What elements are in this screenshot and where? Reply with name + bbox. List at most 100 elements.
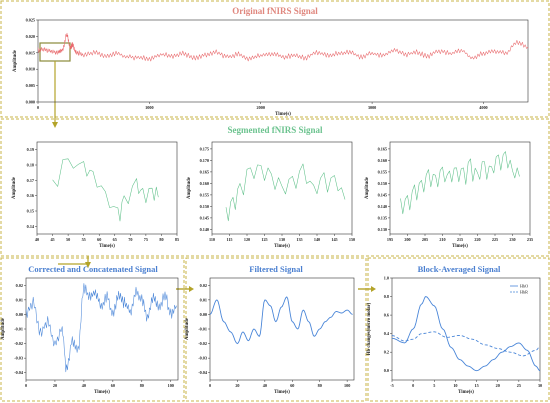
chart-seg2: 110 115 120 125 130 135 140 145 150 0.140 0.145 0.1… <box>187 141 355 249</box>
panel-filtered-border <box>185 257 367 402</box>
xtick-label: 15 <box>474 383 478 388</box>
ytick-label: 0.020 <box>26 34 35 39</box>
xtick-label: 1000 <box>145 105 153 110</box>
xlabel-original: Time(s) <box>275 112 291 117</box>
ytick-label: 0.170 <box>200 158 209 163</box>
xtick-label: 215 <box>457 237 463 242</box>
plot-area-original <box>37 19 529 103</box>
ytick-label: 0.15 <box>27 209 34 214</box>
ytick-label: 1.0 <box>384 276 389 281</box>
xtick-label: 4000 <box>479 105 487 110</box>
xtick-label: 130 <box>279 237 285 242</box>
ytick-label: 0.135 <box>378 215 387 220</box>
panel-segmented-border <box>0 118 550 257</box>
ytick-label: 0.140 <box>200 227 209 232</box>
title-segmented: Segmented fNIRS Signal <box>227 125 323 135</box>
xtick-label: 0 <box>209 383 211 388</box>
series-line-block-hbo <box>391 296 541 372</box>
xtick-label: 205 <box>422 237 428 242</box>
ytick-label: -0.01 <box>14 327 23 332</box>
xlabel-seg2: Time(s) <box>274 244 290 249</box>
panel-original-border <box>0 0 550 118</box>
ytick-label: 0.01 <box>200 297 207 302</box>
legend-label-hbo: HbO <box>520 284 528 289</box>
connector-line-2 <box>58 256 89 265</box>
ytick-label: 0.005 <box>26 83 35 88</box>
xtick-label: 20 <box>496 383 500 388</box>
xtick-label: 100 <box>344 383 350 388</box>
chart-block: -5 0 5 10 15 20 25 30 0.0 0.2 0.4 0.6 0.8 1.0 Time(s) H… <box>367 276 542 396</box>
plot-area-seg3 <box>389 141 531 235</box>
xtick-label: 50 <box>66 237 70 242</box>
charts-layer: 0 1000 2000 3000 40000.0000.0050.0100.0150.0… <box>1 18 542 396</box>
arrow-corrected-to-filtered-head <box>189 286 194 292</box>
ytick-label: 0.18 <box>27 163 34 168</box>
connector-arrowhead-2 <box>85 262 91 268</box>
ytick-label: 0.19 <box>27 147 34 152</box>
xlabel-seg1: Time(s) <box>99 244 115 249</box>
ytick-label: 0.145 <box>200 215 209 220</box>
ytick-label: 0.0 <box>384 368 389 373</box>
chart-corrected: 0 20 40 60 80 100 -0.04 -0.03 -0.02 -0.01 0.00 0.01… <box>1 277 179 395</box>
xtick-label: 210 <box>439 237 445 242</box>
ytick-label: 0.01 <box>16 297 23 302</box>
xtick-label: 65 <box>113 237 117 242</box>
ylabel-filtered: Amplitude <box>185 318 190 340</box>
series-line-block-hbr <box>391 331 541 357</box>
series-line-filtered <box>209 296 353 345</box>
xtick-label: 3000 <box>368 105 376 110</box>
xlabel-seg3: Time(s) <box>452 244 468 249</box>
ytick-label: 0.140 <box>378 204 387 209</box>
ytick-label: 0.02 <box>16 283 23 288</box>
xtick-label: 5 <box>433 383 435 388</box>
xtick-label: 45 <box>50 237 54 242</box>
xtick-label: 135 <box>296 237 302 242</box>
xtick-label: 0 <box>412 383 414 388</box>
xtick-label: 10 <box>453 383 457 388</box>
panel-corrected-border <box>0 257 185 402</box>
series-line-corrected <box>25 283 177 373</box>
ytick-label: 0.160 <box>200 181 209 186</box>
ytick-label: 0.165 <box>200 169 209 174</box>
xtick-label: 195 <box>387 237 393 242</box>
ytick-label: -0.02 <box>198 341 207 346</box>
xtick-label: 80 <box>140 383 144 388</box>
xtick-label: 2000 <box>257 105 265 110</box>
xtick-label: 100 <box>168 383 174 388</box>
plot-area-seg2 <box>211 141 353 235</box>
ytick-label: 0.015 <box>26 50 35 55</box>
xtick-label: 220 <box>474 237 480 242</box>
title-block: Block-Averaged Signal <box>418 264 501 274</box>
ylabel-original: Amplitude <box>13 50 18 72</box>
xtick-label: 20 <box>235 383 239 388</box>
ytick-label: 0.000 <box>26 100 35 105</box>
ytick-label: 0.025 <box>26 18 35 23</box>
xtick-label: 145 <box>331 237 337 242</box>
xtick-label: 30 <box>538 383 542 388</box>
series-line-seg2 <box>225 163 346 222</box>
ytick-label: 0.2 <box>384 350 389 355</box>
xtick-label: 140 <box>314 237 320 242</box>
arrow-filtered-to-block-head <box>371 286 376 292</box>
series-line-seg3 <box>400 151 520 215</box>
xtick-label: 40 <box>35 237 39 242</box>
xtick-label: 150 <box>349 237 355 242</box>
ytick-label: 0.150 <box>378 181 387 186</box>
xtick-label: 60 <box>290 383 294 388</box>
ylabel-seg1: Amplitude <box>12 177 17 199</box>
chart-original: 0 1000 2000 3000 4000 0.000 0.005 0.010 0.015 0.0… <box>13 18 529 117</box>
xtick-label: 20 <box>53 383 57 388</box>
ylabel-corrected: Amplitude <box>1 318 6 340</box>
ylabel-seg3: Amplitude <box>365 177 370 199</box>
xtick-label: 40 <box>82 383 86 388</box>
xtick-label: 75 <box>144 237 148 242</box>
ytick-label: 0.14 <box>27 224 35 229</box>
xtick-label: 0 <box>37 105 39 110</box>
xtick-label: 40 <box>263 383 267 388</box>
ytick-label: -0.03 <box>198 356 207 361</box>
title-corrected: Corrected and Concatenated Signal <box>28 264 158 274</box>
xtick-label: 80 <box>318 383 322 388</box>
connector-arrowhead-1 <box>52 122 58 128</box>
chart-filtered: 0 20 40 60 80 100 -0.04 -0.03 -0.02 -0.01 0.00 0.01… <box>185 277 355 395</box>
xtick-label: 55 <box>82 237 86 242</box>
